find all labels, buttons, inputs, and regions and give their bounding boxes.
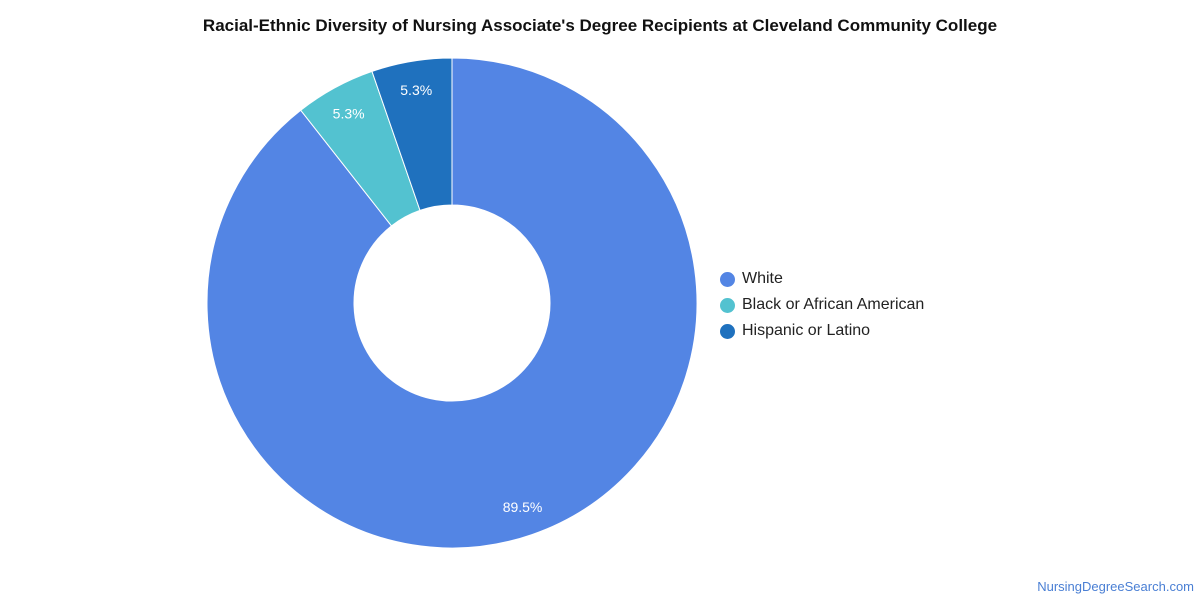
legend-item[interactable]: Hispanic or Latino [720, 318, 924, 344]
legend-swatch [720, 297, 735, 313]
chart-title: Racial-Ethnic Diversity of Nursing Assoc… [202, 16, 998, 35]
slice-white[interactable] [206, 57, 698, 549]
legend-item[interactable]: Black or African American [720, 292, 924, 318]
legend-label: Hispanic or Latino [742, 322, 871, 339]
footer-credit-link[interactable]: NursingDegreeSearch.com [1037, 579, 1194, 594]
legend-item[interactable]: White [720, 266, 924, 292]
slice-label: 5.3% [400, 82, 432, 98]
legend-label: White [742, 270, 783, 287]
slice-label: 89.5% [503, 499, 543, 515]
legend: White Black or African American Hispanic o… [720, 266, 924, 344]
legend-label: Black or African American [742, 296, 925, 313]
slice-hispanic-or-latino[interactable] [371, 57, 453, 212]
legend-swatch [720, 271, 735, 287]
legend-swatch [720, 323, 735, 339]
slice-label: 5.3% [333, 105, 365, 121]
